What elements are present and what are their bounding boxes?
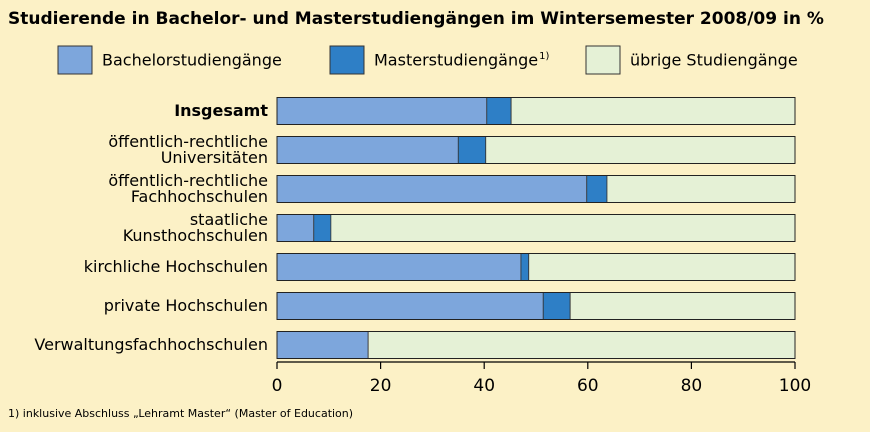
category-label: öffentlich-rechtliche Fachhochschulen xyxy=(108,171,268,206)
category-label: öffentlich-rechtliche Universitäten xyxy=(108,132,268,167)
bar-segment xyxy=(276,253,522,281)
bar-segment xyxy=(276,292,544,320)
bar-segment xyxy=(485,136,796,164)
bar-segment xyxy=(606,175,796,203)
bar-outline xyxy=(276,292,796,320)
legend-label: Bachelorstudiengänge xyxy=(102,51,282,70)
bar-segment xyxy=(276,214,315,242)
bar-segment xyxy=(486,97,512,125)
bar-segment xyxy=(276,175,588,203)
bar-segment xyxy=(367,331,796,359)
category-label: staatliche Kunsthochschulen xyxy=(122,210,268,245)
bar-segment xyxy=(586,175,608,203)
legend-note: 1) xyxy=(539,51,549,62)
bar-segment xyxy=(276,136,459,164)
bar-outline xyxy=(276,253,796,281)
bar-outline xyxy=(276,97,796,125)
chart-title: Studierende in Bachelor- und Masterstudi… xyxy=(8,9,824,29)
legend-swatch xyxy=(57,45,93,75)
category-label: kirchliche Hochschulen xyxy=(83,257,268,276)
x-tick-label: 0 xyxy=(272,376,283,396)
legend-swatch xyxy=(329,45,365,75)
bar-segment xyxy=(510,97,796,125)
legend-label: Masterstudiengänge xyxy=(374,51,538,70)
bar-outline xyxy=(276,214,796,242)
legend-swatch xyxy=(585,45,621,75)
bar-segment xyxy=(330,214,796,242)
bar-segment xyxy=(520,253,530,281)
bar-outline xyxy=(276,331,796,359)
legend-label: übrige Studiengänge xyxy=(630,51,798,70)
x-tick-label: 20 xyxy=(370,376,392,396)
bar-segment xyxy=(569,292,796,320)
x-tick-label: 60 xyxy=(577,376,599,396)
category-label: private Hochschulen xyxy=(103,296,268,315)
bar-segment xyxy=(276,97,488,125)
bar-segment xyxy=(457,136,487,164)
bar-outline xyxy=(276,175,796,203)
bar-segment xyxy=(528,253,796,281)
bar-segment xyxy=(313,214,332,242)
x-tick-label: 80 xyxy=(681,376,703,396)
x-tick-label: 40 xyxy=(473,376,495,396)
x-tick-label: 100 xyxy=(779,376,811,396)
category-label: Verwaltungsfachhochschulen xyxy=(34,335,268,354)
bar-segment xyxy=(542,292,571,320)
bar-segment xyxy=(276,331,369,359)
bar-outline xyxy=(276,136,796,164)
category-label: Insgesamt xyxy=(174,101,268,120)
footnote: 1) inklusive Abschluss „Lehramt Master“ … xyxy=(8,407,353,420)
